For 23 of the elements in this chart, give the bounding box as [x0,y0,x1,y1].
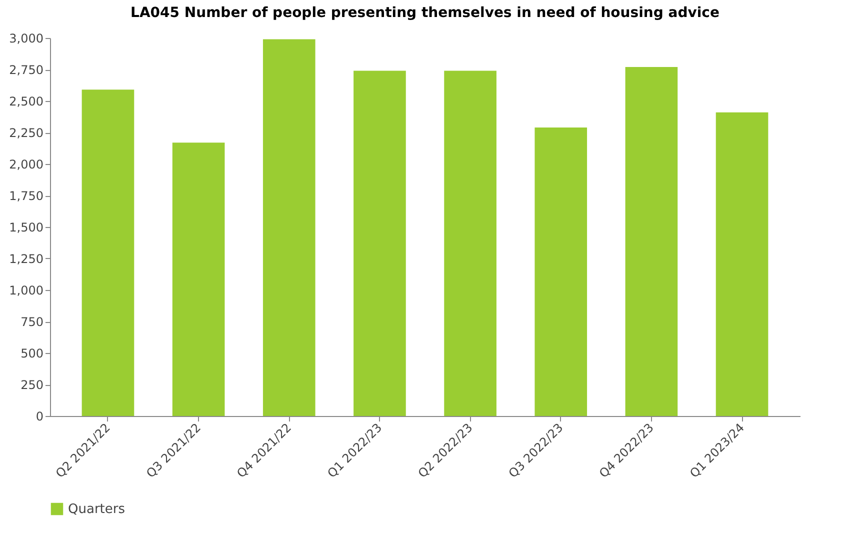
bar [354,70,406,416]
bar [262,39,316,416]
y-tick-label: 2,750 [9,63,44,77]
bar [625,66,678,416]
y-tick-label: 1,250 [9,252,44,266]
chart-title: LA045 Number of people presenting themselves in need of housing advice [130,5,720,21]
y-tick-label: 1,750 [9,189,44,203]
bar [716,112,768,416]
y-tick-label: 250 [20,378,44,392]
y-tick-label: 750 [20,315,44,329]
y-tick-label: 1,000 [9,284,44,298]
y-tick-label: 3,000 [9,32,44,46]
y-tick-label: 1,500 [9,220,44,234]
bar [534,127,588,416]
y-tick-label: 2,000 [9,158,44,172]
y-tick-label: 0 [36,410,44,424]
bar [444,70,496,416]
bar [172,142,225,416]
bar [82,90,134,416]
y-tick-label: 2,250 [9,126,44,140]
y-tick-label: 2,500 [9,94,44,108]
legend-label: Quarters [68,502,126,517]
y-tick-label: 500 [20,346,44,360]
